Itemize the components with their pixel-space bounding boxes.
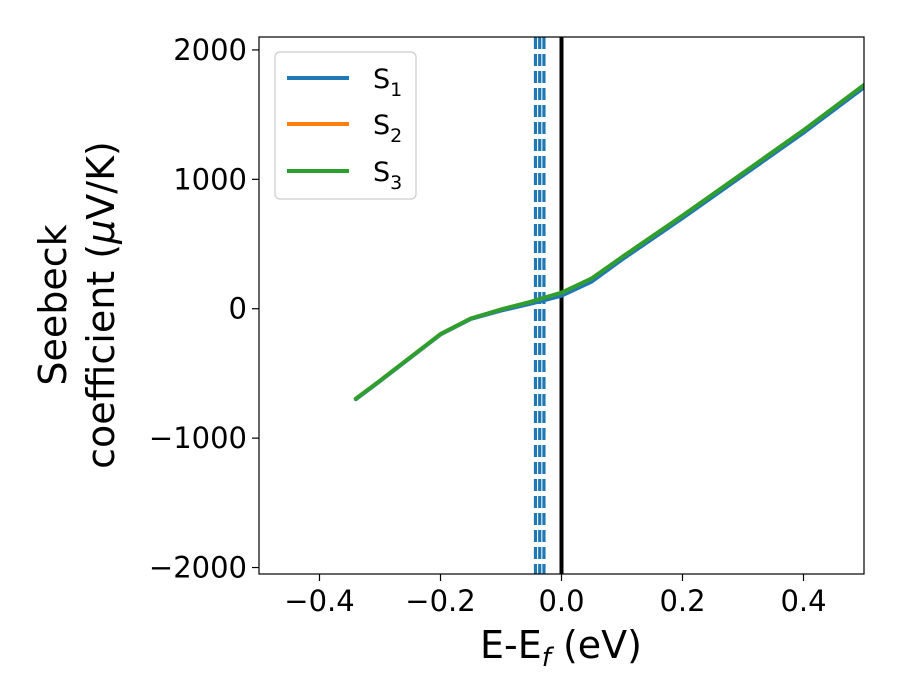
plot-frame bbox=[258, 36, 865, 575]
plot-clip-group bbox=[353, 37, 864, 574]
legend-label-s1: S1 bbox=[373, 64, 402, 101]
plot-area bbox=[353, 37, 864, 574]
y-tick-label: 0 bbox=[229, 292, 247, 326]
x-tick-label: 0.2 bbox=[659, 584, 705, 618]
y-tick-label: −1000 bbox=[149, 421, 247, 455]
legend-label-s2: S2 bbox=[373, 110, 402, 147]
series-line-s2 bbox=[353, 83, 864, 401]
y-tick-label: 1000 bbox=[173, 162, 247, 196]
legend-label-s3: S3 bbox=[373, 157, 402, 194]
y-axis-label: Seebeck coefficient (μV/K) bbox=[31, 141, 123, 469]
ticks: −0.4 −0.2 0.0 0.2 0.4 −2000 −1000 0 1000 2000 bbox=[149, 33, 827, 618]
legend-entry-s1: S1 bbox=[287, 64, 402, 101]
x-tick-label: −0.4 bbox=[284, 584, 354, 618]
y-tick-label: −2000 bbox=[149, 551, 247, 585]
x-tick-label: 0.4 bbox=[780, 584, 826, 618]
y-axis-label-line1: Seebeck bbox=[31, 224, 75, 385]
legend-entry-s2: S2 bbox=[287, 110, 402, 147]
x-tick-label: 0.0 bbox=[538, 584, 584, 618]
x-tick-label: −0.2 bbox=[405, 584, 475, 618]
series-line-s3 bbox=[353, 83, 864, 401]
legend-entry-s3: S3 bbox=[287, 157, 402, 194]
y-tick-label: 2000 bbox=[173, 33, 247, 67]
legend: S1 S2 S3 bbox=[274, 51, 417, 200]
y-axis-label-line2: coefficient (μV/K) bbox=[79, 141, 123, 469]
series-line-s1 bbox=[353, 85, 864, 402]
x-axis-label: E-Ef (eV) bbox=[480, 623, 642, 673]
